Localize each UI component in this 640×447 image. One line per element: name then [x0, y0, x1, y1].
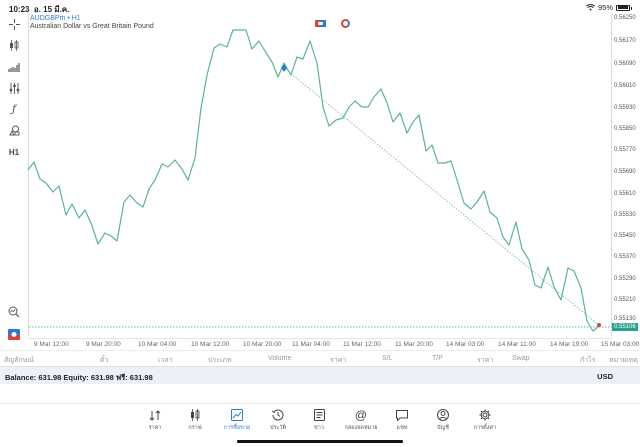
chart-area[interactable] — [28, 14, 612, 336]
battery-percent: 95% — [597, 3, 613, 12]
current-price-tag: 0.55106 — [612, 323, 638, 331]
function-icon[interactable]: ƒ — [12, 103, 16, 115]
mailbox-icon: @ — [354, 408, 368, 422]
chat-icon — [395, 408, 409, 422]
bottom-tab-bar: ราคา กราฟ การซื้อขาย ประวัติ ข่าว @ กล่อ… — [0, 403, 640, 447]
col-time[interactable]: เวลา — [158, 357, 173, 364]
chart-icon — [188, 408, 202, 422]
time-label: 14 Mar 19:00 — [550, 341, 589, 348]
chart-type-icon[interactable] — [4, 37, 24, 53]
time-label: 14 Mar 11:00 — [498, 341, 536, 348]
price-label: 0.55610 — [614, 191, 636, 197]
col-swap[interactable]: Swap — [512, 355, 530, 362]
tab-chart[interactable]: กราฟ — [175, 408, 215, 432]
col-ticket[interactable]: ตั๋ว — [100, 357, 109, 364]
price-label: 0.56010 — [614, 83, 636, 89]
col-price-open[interactable]: ราคา — [330, 357, 347, 364]
tab-label: แชท — [396, 425, 408, 431]
trade-icon — [230, 408, 244, 422]
history-icon — [271, 408, 285, 422]
price-label: 0.56250 — [614, 15, 636, 21]
tab-label: ประวัติ — [269, 425, 287, 431]
price-label: 0.55930 — [614, 105, 636, 111]
tab-label: การตั้งค่า — [473, 425, 497, 431]
tab-label: ข่าว — [314, 425, 324, 431]
home-indicator[interactable] — [237, 440, 403, 443]
balance-bar: Balance: 631.98 Equity: 631.98 ฟรี: 631.… — [0, 366, 640, 384]
col-comment[interactable]: หมายเหตุ — [609, 357, 638, 364]
time-label: 10 Mar 20:00 — [243, 341, 282, 348]
trade-button-icon[interactable] — [4, 326, 24, 342]
one-click-trading-icon[interactable] — [315, 20, 326, 27]
symbol-description: Australian Dollar vs Great Britain Pound — [30, 23, 154, 30]
col-price-current[interactable]: ราคา — [477, 357, 494, 364]
time-label: 11 Mar 04:00 — [292, 341, 330, 348]
balance-text: Balance: 631.98 Equity: 631.98 ฟรี: 631.… — [5, 373, 153, 382]
col-type[interactable]: ประเภท — [208, 357, 232, 364]
status-time: 10:23 อ. 15 มี.ค. — [9, 5, 70, 14]
time-label: 11 Mar 12:00 — [343, 341, 381, 348]
price-label: 0.55370 — [614, 254, 636, 260]
status-right: 95% — [586, 3, 632, 12]
wifi-icon — [586, 4, 595, 11]
tab-news[interactable]: ข่าว — [299, 408, 339, 432]
tab-settings[interactable]: การตั้งค่า — [465, 408, 505, 432]
price-label: 0.55770 — [614, 147, 636, 153]
symbol-title: AUDGBPm • H1 — [30, 15, 81, 22]
time-label: 11 Mar 20:00 — [395, 341, 433, 348]
battery-icon — [616, 4, 632, 11]
objects-icon[interactable] — [4, 122, 24, 138]
news-icon — [312, 408, 326, 422]
crosshair-icon[interactable] — [4, 16, 24, 32]
time-label: 9 Mar 20:00 — [86, 341, 121, 348]
price-label: 0.55450 — [614, 233, 636, 239]
price-label: 0.55850 — [614, 126, 636, 132]
tab-label: กล่องจดหมาย — [344, 425, 378, 431]
tab-label: การซื้อขาย — [223, 425, 251, 431]
price-label: 0.55290 — [614, 276, 636, 282]
time-axis: 9 Mar 12:00 9 Mar 20:00 10 Mar 04:00 10 … — [28, 338, 639, 350]
price-chart — [27, 29, 612, 332]
account-icon — [436, 408, 450, 422]
depth-of-market-icon[interactable] — [341, 19, 350, 28]
tab-chat[interactable]: แชท — [382, 408, 422, 432]
col-tp[interactable]: T/P — [432, 355, 443, 362]
time-label: 14 Mar 03:00 — [446, 341, 485, 348]
price-label: 0.56090 — [614, 61, 636, 67]
tab-account[interactable]: บัญชี — [423, 408, 463, 432]
tab-label: บัญชี — [437, 425, 449, 431]
volume-icon[interactable] — [4, 59, 24, 75]
timeframe-button[interactable]: H1 — [8, 147, 20, 157]
status-bar: 10:23 อ. 15 มี.ค. 95% — [0, 0, 640, 14]
left-toolbar: ƒ H1 — [0, 14, 28, 350]
zoom-chart-icon[interactable] — [4, 304, 24, 320]
price-label: 0.56170 — [614, 38, 636, 44]
price-label: 0.55130 — [614, 316, 636, 322]
col-sl[interactable]: S/L — [382, 355, 393, 362]
time-label: 15 Mar 03:00 — [601, 341, 640, 348]
col-symbol[interactable]: สัญลักษณ์ — [4, 357, 34, 364]
tab-quotes[interactable]: ราคา — [135, 408, 175, 432]
account-currency: USD — [597, 372, 613, 381]
tab-history[interactable]: ประวัติ — [258, 408, 298, 432]
col-profit[interactable]: กำไร — [580, 357, 596, 364]
time-label: 10 Mar 04:00 — [138, 341, 177, 348]
positions-header: สัญลักษณ์ ตั๋ว เวลา ประเภท Volume ราคา S… — [0, 350, 640, 366]
tab-trade[interactable]: การซื้อขาย — [217, 408, 257, 432]
price-label: 0.55530 — [614, 212, 636, 218]
tab-label: ราคา — [148, 425, 162, 431]
tab-mailbox[interactable]: @ กล่องจดหมาย — [341, 408, 381, 432]
time-label: 10 Mar 12:00 — [191, 341, 230, 348]
settings-icon — [478, 408, 492, 422]
tab-label: กราฟ — [188, 425, 202, 431]
col-volume[interactable]: Volume — [268, 355, 292, 362]
indicators-icon[interactable] — [4, 80, 24, 96]
price-label: 0.55690 — [614, 169, 636, 175]
time-label: 9 Mar 12:00 — [34, 341, 69, 348]
quotes-icon — [148, 408, 162, 422]
price-label: 0.55210 — [614, 297, 636, 303]
